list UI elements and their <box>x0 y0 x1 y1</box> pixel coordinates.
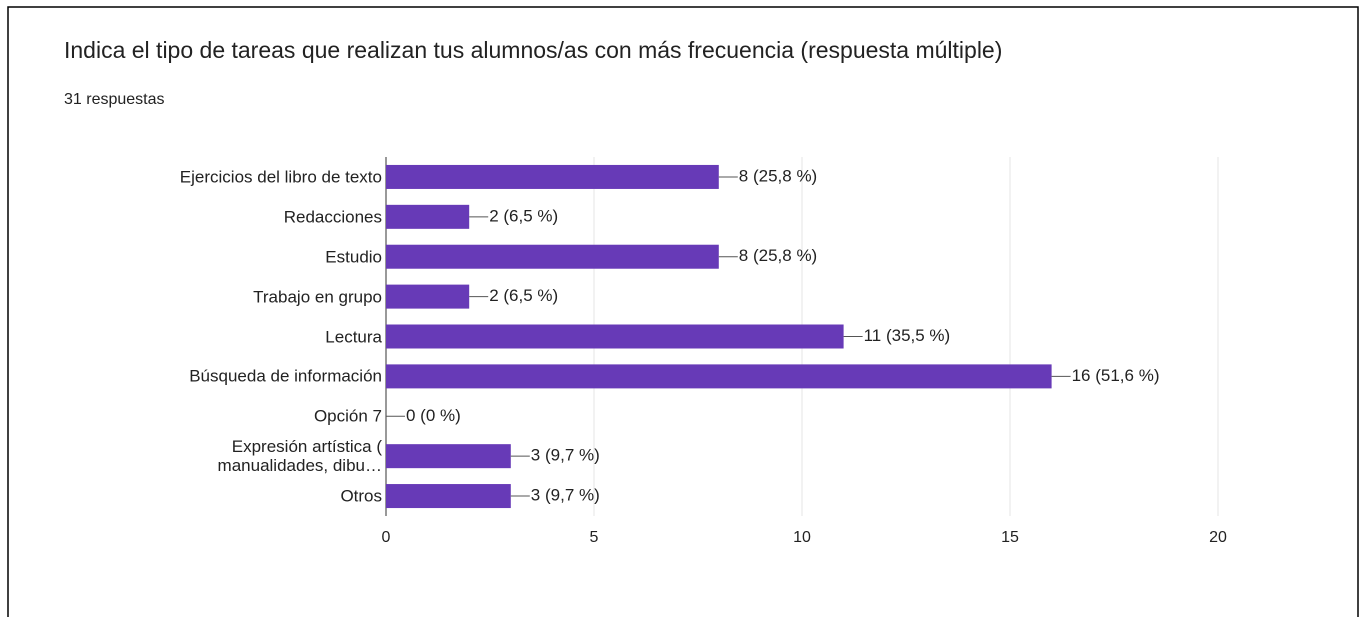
data-label: 0 (0 %) <box>406 406 461 425</box>
data-label: 8 (25,8 %) <box>739 246 817 265</box>
bar <box>386 484 511 509</box>
x-tick-label: 0 <box>382 529 391 546</box>
data-label: 3 (9,7 %) <box>531 486 600 505</box>
bar <box>386 244 719 269</box>
frame <box>7 6 1359 617</box>
bar <box>386 324 844 349</box>
data-label: 11 (35,5 %) <box>864 326 951 345</box>
bar <box>386 284 470 309</box>
subtitle: 31 respuestas <box>64 91 165 108</box>
chart-title: Indica el tipo de tareas que realizan tu… <box>64 37 1002 63</box>
y-tick-label: Expresión artística ( manualidades, dibu… <box>217 437 382 476</box>
y-tick-label: Redacciones <box>283 207 382 227</box>
x-tick-label: 5 <box>590 529 599 546</box>
x-tick-label: 15 <box>1001 529 1019 546</box>
y-tick-label: Estudio <box>325 247 382 267</box>
x-tick-label: 10 <box>793 529 811 546</box>
data-label: 2 (6,5 %) <box>489 286 558 305</box>
x-tick-label: 20 <box>1209 529 1227 546</box>
data-label: 8 (25,8 %) <box>739 166 817 185</box>
y-tick-label: Lectura <box>325 327 382 346</box>
data-label: 16 (51,6 %) <box>1072 366 1160 385</box>
y-tick-label: Opción 7 <box>313 406 382 426</box>
y-tick-label: Otros <box>340 486 382 506</box>
data-label: 2 (6,5 %) <box>489 206 558 225</box>
bar <box>386 204 470 229</box>
bar <box>386 444 511 469</box>
bar <box>386 364 1052 389</box>
y-tick-label: Trabajo en grupo <box>253 287 382 307</box>
y-tick-label: Búsqueda de información <box>189 366 382 386</box>
data-label: 3 (9,7 %) <box>531 446 600 465</box>
y-tick-label: Ejercicios del libro de texto <box>179 167 382 187</box>
bar <box>386 164 719 189</box>
